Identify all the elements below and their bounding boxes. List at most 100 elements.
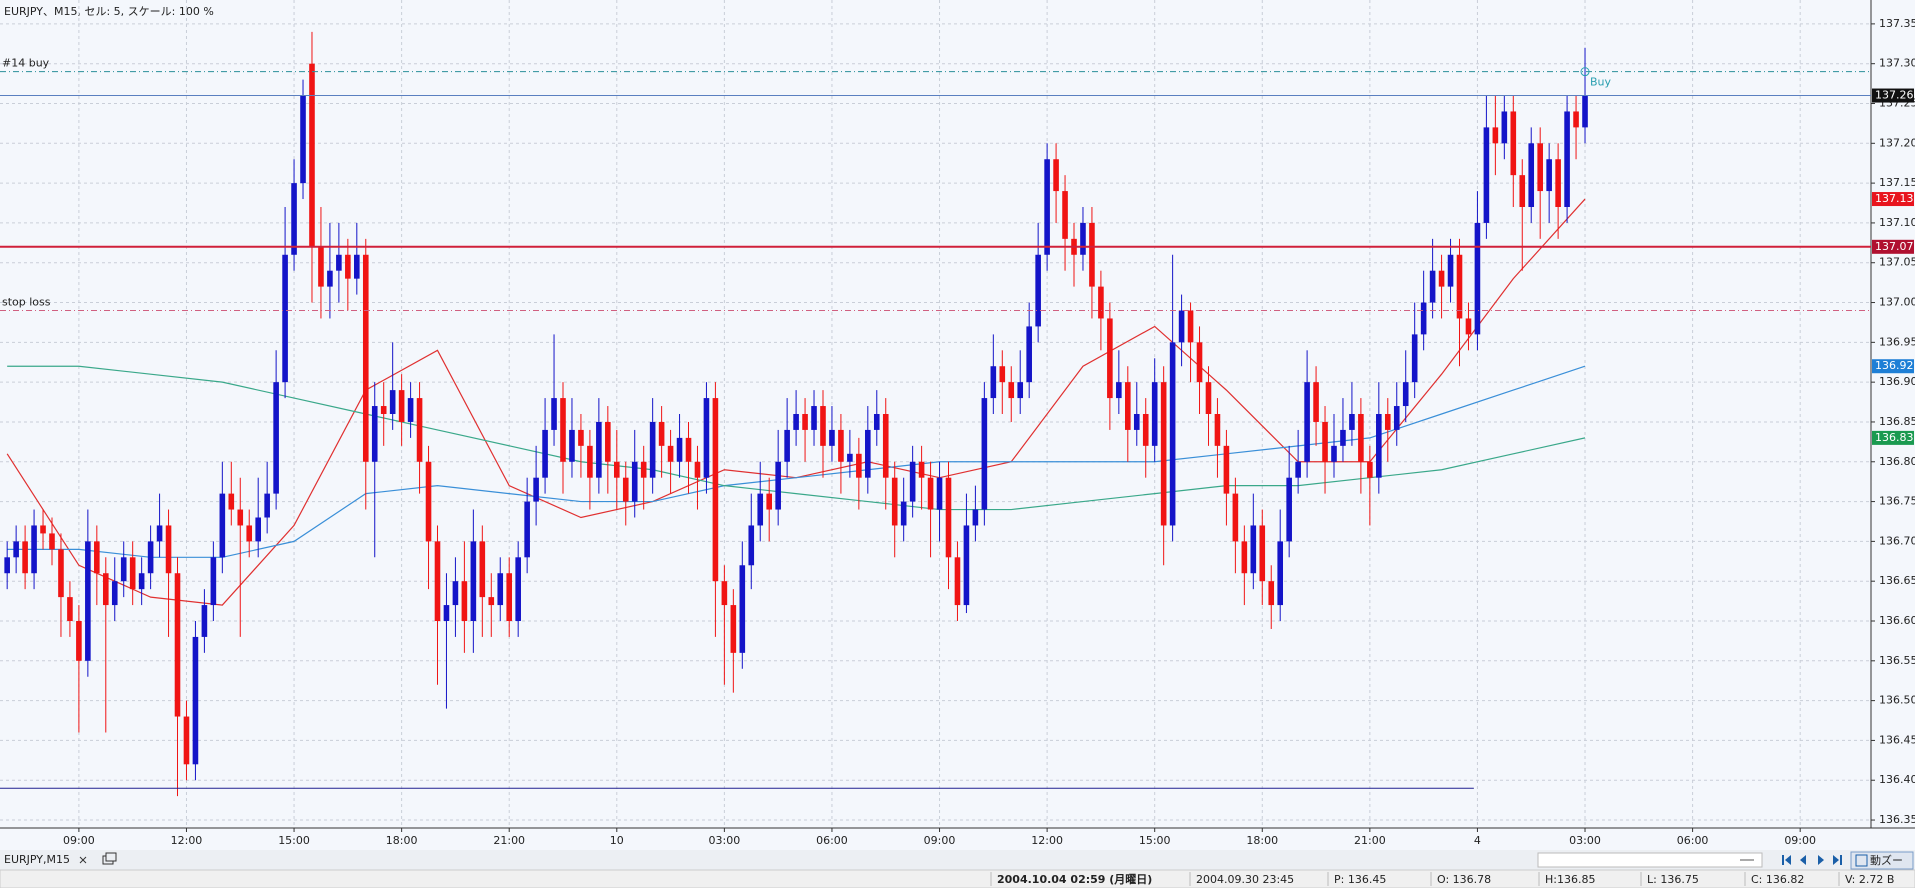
- candle-body: [1223, 445, 1230, 494]
- x-tick-label: 06:00: [816, 834, 848, 847]
- candle-body: [560, 398, 566, 462]
- y-tick-label: 137.20: [1879, 136, 1915, 149]
- candle-body: [739, 565, 746, 653]
- candle-body: [371, 406, 378, 462]
- price-tag: [1872, 239, 1914, 254]
- chart-tab[interactable]: EURJPY,M15: [4, 853, 70, 866]
- status-field: O: 136.78: [1437, 873, 1491, 886]
- auto-scroll-icon: [1855, 854, 1868, 867]
- x-tick-label: 09:00: [1784, 834, 1816, 847]
- candle-body: [873, 414, 880, 430]
- candle-body: [685, 437, 692, 462]
- candle-body: [497, 573, 504, 606]
- x-tick-label: 10: [610, 834, 624, 847]
- candle-body: [1447, 254, 1454, 287]
- price-tag: [1872, 88, 1914, 103]
- y-tick-label: 136.50: [1879, 694, 1915, 707]
- candle-body: [138, 573, 145, 590]
- candle-body: [1340, 429, 1346, 446]
- candle-body: [856, 453, 862, 478]
- candle-body: [1089, 222, 1095, 287]
- candle-body: [1259, 525, 1266, 582]
- candle-body: [58, 549, 64, 598]
- trade-marker-label: Buy: [1590, 76, 1612, 89]
- candle-body: [1062, 191, 1068, 239]
- level-label: #14 buy: [2, 57, 50, 70]
- candle-body: [1519, 175, 1526, 207]
- x-tick-label: 09:00: [924, 834, 956, 847]
- candle-body: [327, 270, 333, 287]
- candle-body: [201, 605, 208, 637]
- candle-body: [1026, 326, 1032, 383]
- status-field: L: 136.75: [1647, 873, 1699, 886]
- candle-body: [1474, 222, 1481, 335]
- candle-body: [67, 597, 73, 621]
- candle-body: [999, 366, 1006, 383]
- candle-body: [748, 525, 755, 566]
- candle-body: [309, 63, 315, 247]
- status-field: 2004.10.04 02:59 (月曜日): [997, 873, 1152, 886]
- candle-body: [94, 541, 100, 574]
- candle-body: [452, 581, 459, 606]
- candle-body: [174, 573, 181, 717]
- candle-body: [730, 605, 737, 653]
- status-field: C: 136.82: [1751, 873, 1804, 886]
- y-tick-label: 136.85: [1879, 415, 1915, 428]
- candle-body: [1465, 318, 1472, 335]
- candle-body: [407, 398, 414, 422]
- candle-body: [318, 246, 324, 287]
- candle-body: [4, 557, 10, 574]
- tab-close[interactable]: [79, 856, 87, 864]
- y-tick-label: 136.40: [1879, 773, 1915, 786]
- candle-body: [891, 477, 898, 526]
- candle-body: [972, 509, 979, 526]
- candle-body: [1313, 382, 1319, 422]
- price-tag-label: 136.92: [1875, 359, 1914, 372]
- candle-body: [1080, 222, 1086, 255]
- window-icon[interactable]: [102, 852, 117, 865]
- candle-body: [1376, 414, 1382, 478]
- candle-body: [631, 461, 638, 502]
- price-tag-label: 137.26: [1875, 89, 1914, 102]
- candle-body: [1133, 414, 1140, 430]
- candle-body: [829, 429, 835, 446]
- candle-body: [1384, 414, 1391, 430]
- candle-body: [40, 525, 46, 534]
- candle-body: [694, 461, 701, 478]
- x-tick-label: 18:00: [386, 834, 418, 847]
- candle-body: [22, 541, 28, 574]
- y-tick-label: 136.70: [1879, 534, 1915, 547]
- candle-body: [1107, 318, 1113, 399]
- candle-body: [237, 509, 244, 526]
- candle-body: [596, 421, 602, 478]
- candle-body: [380, 406, 387, 414]
- candle-body: [811, 406, 817, 430]
- candle-body: [129, 557, 136, 590]
- candle-body: [524, 501, 530, 558]
- x-tick-label: 15:00: [278, 834, 310, 847]
- scrollbar[interactable]: [1537, 852, 1763, 868]
- auto-scroll-label: 動ズー: [1870, 853, 1903, 867]
- candle-body: [1151, 382, 1158, 446]
- candle-body: [703, 398, 710, 478]
- candle-body: [389, 390, 396, 414]
- candle-body: [1187, 310, 1194, 343]
- candle-body: [1053, 159, 1059, 192]
- level-label: stop loss: [2, 296, 51, 309]
- candle-body: [1277, 541, 1284, 606]
- candle-body: [820, 406, 826, 446]
- candle-body: [900, 501, 907, 526]
- candle-body: [76, 621, 82, 661]
- y-tick-label: 136.45: [1879, 733, 1915, 746]
- plot-area: [0, 0, 1871, 828]
- candle-body: [1429, 270, 1436, 303]
- candle-body: [1420, 302, 1427, 335]
- candle-body: [784, 429, 790, 462]
- candle-body: [228, 493, 235, 510]
- candle-body: [156, 525, 163, 542]
- candle-body: [85, 541, 91, 661]
- candle-body: [1402, 382, 1409, 407]
- nav-arrows[interactable]: [1782, 855, 1842, 865]
- y-tick-label: 136.60: [1879, 614, 1915, 627]
